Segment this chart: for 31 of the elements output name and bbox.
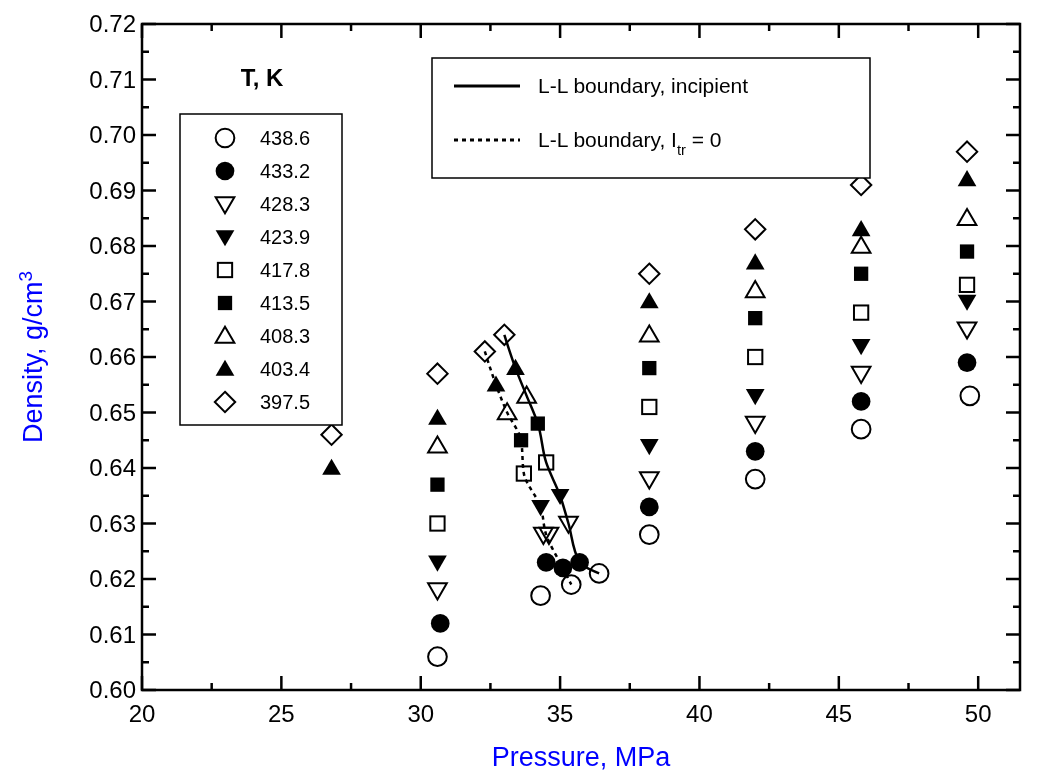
legend-label: 403.4	[260, 358, 311, 380]
legend-label: 397.5	[260, 391, 311, 413]
legend-label: L-L boundary, I$_{tr}$ = 0	[538, 128, 722, 159]
legend-label: 423.9	[260, 226, 311, 248]
y-tick-label: 0.71	[89, 65, 136, 93]
y-tick-label: 0.65	[89, 398, 136, 426]
legend-label: 417.8	[260, 259, 311, 281]
legend-label: 433.2	[260, 160, 311, 182]
y-tick-label: 0.68	[89, 232, 136, 260]
y-tick-label: 0.64	[89, 454, 136, 482]
x-axis-title: Pressure, MPa	[491, 742, 672, 772]
x-tick-label: 40	[686, 700, 713, 727]
x-tick-label: 50	[964, 700, 992, 727]
legend-label: L-L boundary, incipient	[538, 74, 749, 98]
y-tick-label: 0.72	[89, 10, 136, 38]
x-tick-label: 30	[407, 700, 435, 727]
x-tick-label: 25	[268, 700, 295, 727]
y-tick-label: 0.70	[89, 121, 136, 149]
y-tick-label: 0.62	[89, 565, 136, 593]
legend-label: 408.3	[260, 325, 311, 347]
legend-title: T, K	[240, 64, 284, 91]
y-tick-label: 0.69	[89, 176, 136, 204]
x-tick-label: 45	[825, 700, 853, 727]
legend-label: 438.6	[260, 127, 311, 149]
legend-label: 428.3	[260, 193, 311, 215]
y-tick-label: 0.63	[89, 509, 136, 537]
legend-label: 413.5	[260, 292, 311, 314]
y-tick-label: 0.66	[89, 343, 136, 371]
y-tick-label: 0.61	[89, 620, 136, 648]
y-tick-label: 0.67	[89, 287, 136, 315]
x-tick-label: 35	[546, 700, 574, 727]
